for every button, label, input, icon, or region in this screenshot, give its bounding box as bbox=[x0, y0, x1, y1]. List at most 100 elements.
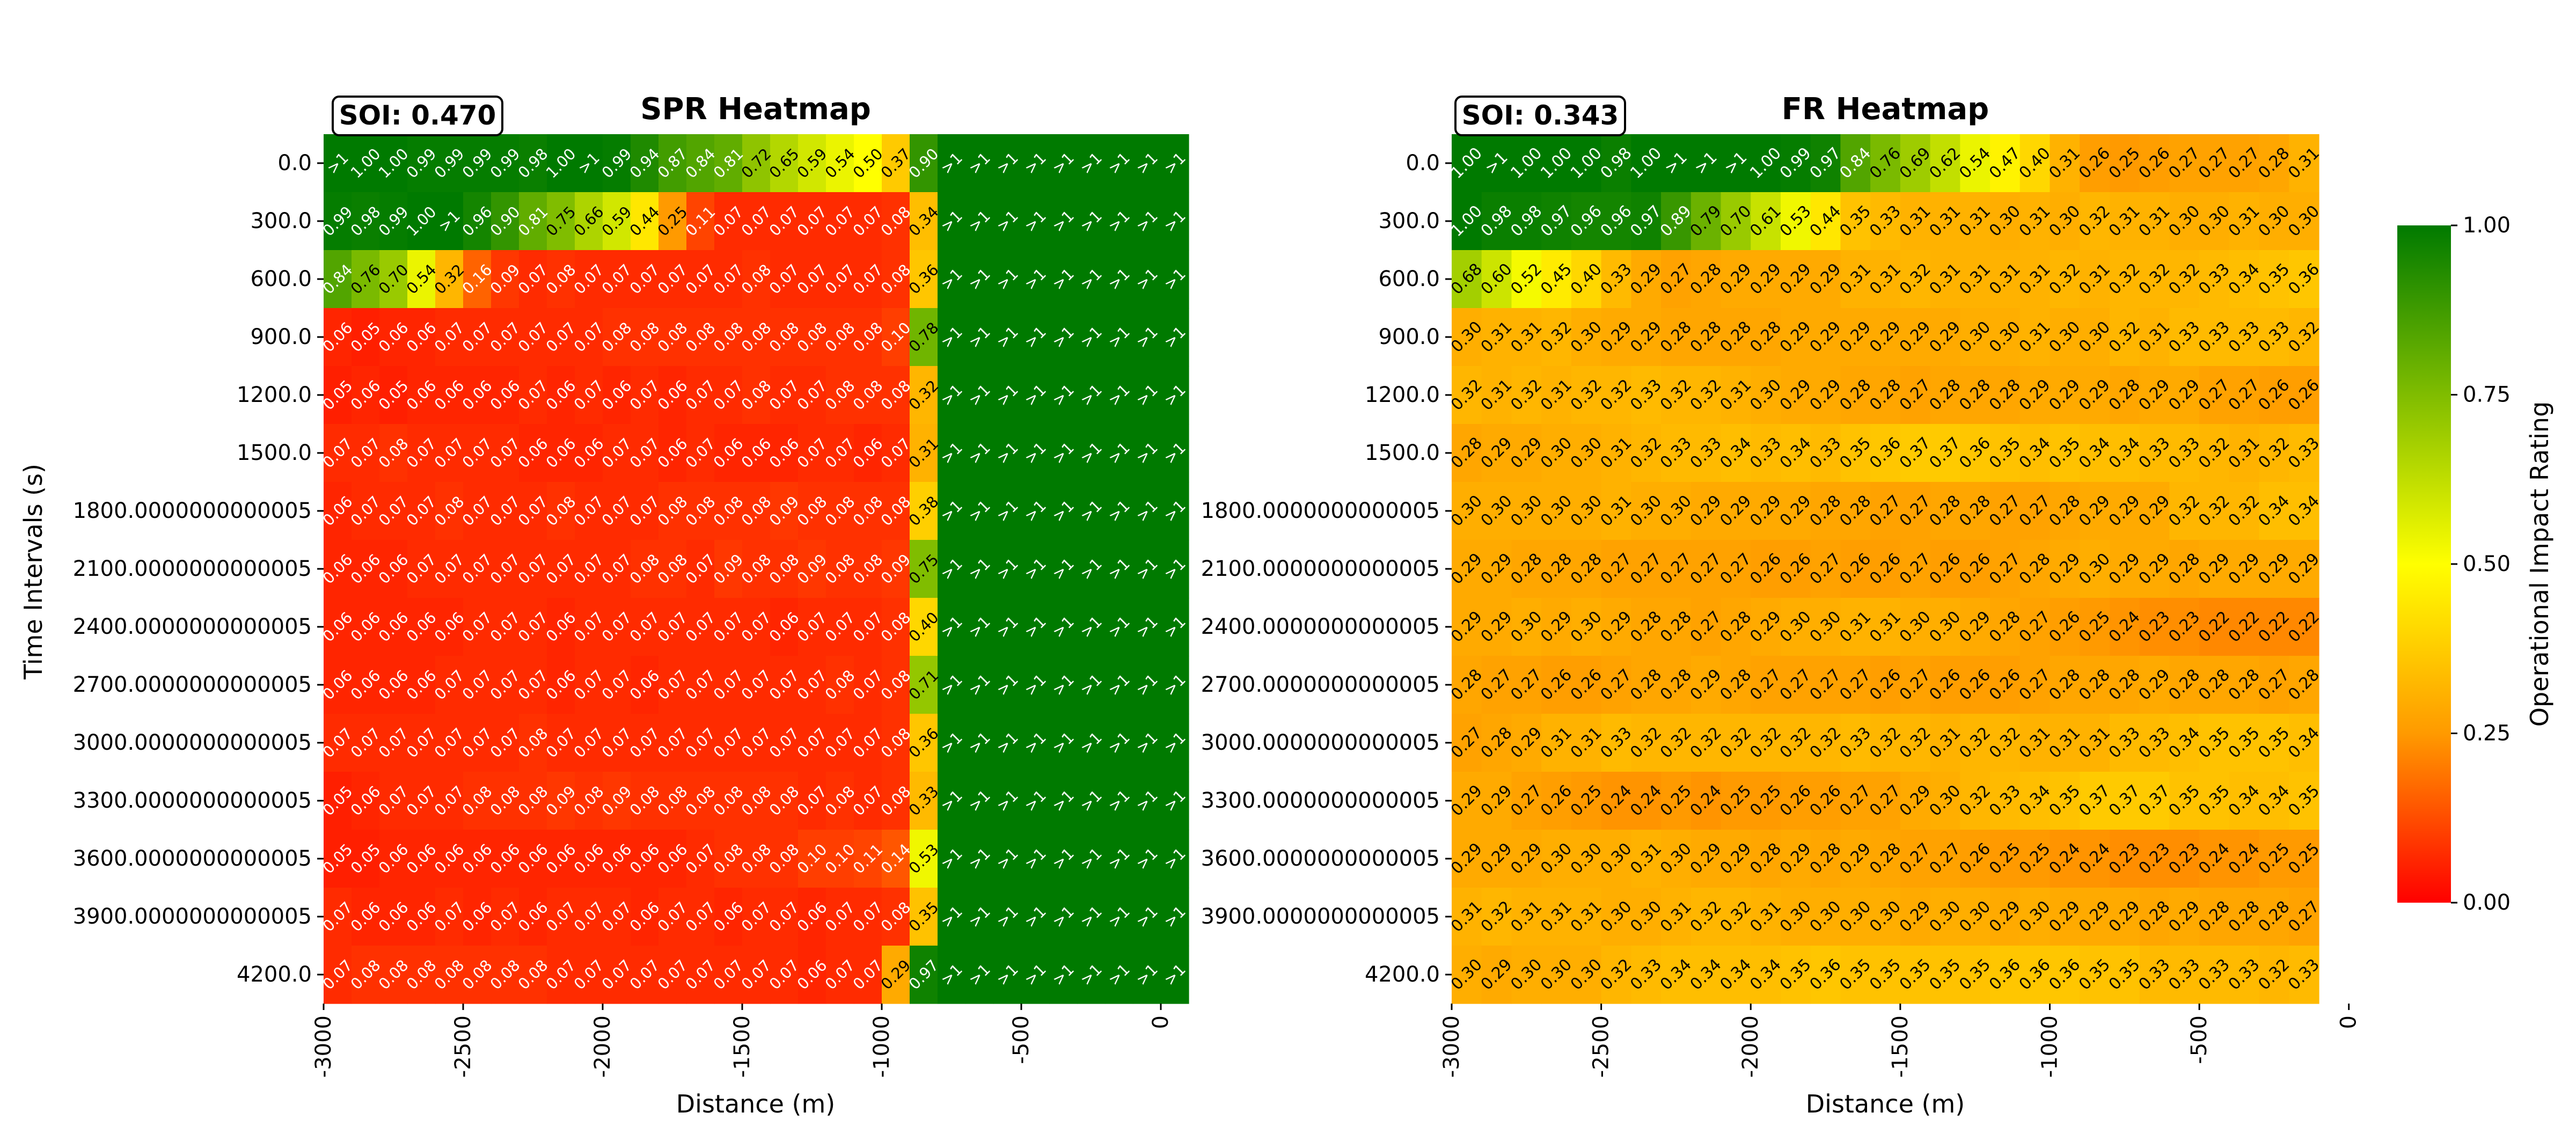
heatmap-cell bbox=[352, 772, 380, 830]
heatmap-cell bbox=[352, 366, 380, 425]
heatmap-cell bbox=[491, 888, 519, 946]
heatmap-cell bbox=[742, 772, 771, 830]
heatmap-cell bbox=[826, 772, 854, 830]
y-tick-label: 1200.0 bbox=[237, 383, 312, 407]
heatmap-cell bbox=[519, 946, 547, 1004]
heatmap-cell bbox=[519, 772, 547, 830]
x-tick-label: -1500 bbox=[730, 1015, 755, 1078]
heatmap-cell bbox=[770, 772, 799, 830]
heatmap-cell bbox=[1021, 946, 1050, 1004]
heatmap-cell bbox=[491, 946, 519, 1004]
heatmap-cell bbox=[1105, 250, 1133, 309]
y-tick-label: 0.0 bbox=[1406, 151, 1440, 175]
heatmap-cell bbox=[1077, 134, 1106, 193]
heatmap-cell bbox=[1049, 482, 1078, 540]
heatmap-cell bbox=[519, 366, 547, 425]
heatmap-cell bbox=[882, 424, 910, 482]
heatmap-cell bbox=[463, 946, 492, 1004]
x-tick-label: -1000 bbox=[2037, 1015, 2062, 1078]
heatmap-cell bbox=[910, 830, 938, 888]
heatmap-cell bbox=[742, 424, 771, 482]
heatmap-cell bbox=[826, 192, 854, 251]
heatmap-cell bbox=[463, 830, 492, 888]
heatmap-cell bbox=[965, 772, 994, 830]
heatmap-cell bbox=[407, 946, 436, 1004]
heatmap-cell bbox=[575, 772, 603, 830]
heatmap-cell bbox=[379, 598, 408, 656]
heatmap-cell bbox=[1077, 946, 1106, 1004]
heatmap-cell bbox=[938, 598, 966, 656]
heatmap-cell bbox=[1077, 656, 1106, 714]
colorbar-tick-label: 0.75 bbox=[2463, 383, 2511, 407]
heatmap-cell bbox=[938, 946, 966, 1004]
heatmap-cell bbox=[324, 656, 352, 714]
heatmap-cell bbox=[519, 250, 547, 309]
heatmap-cell bbox=[1161, 714, 1189, 772]
heatmap-cell bbox=[1133, 598, 1161, 656]
heatmap-cell bbox=[798, 482, 826, 540]
heatmap-cell bbox=[714, 192, 743, 251]
heatmap-cell bbox=[826, 888, 854, 946]
spr-panel: >11.001.000.990.990.990.990.981.00>10.99… bbox=[73, 92, 1189, 1118]
heatmap-cell bbox=[407, 656, 436, 714]
heatmap-cell bbox=[435, 540, 464, 598]
heatmap-cell bbox=[993, 366, 1022, 425]
heatmap-cell bbox=[910, 598, 938, 656]
heatmap-cell bbox=[742, 946, 771, 1004]
heatmap-cell bbox=[965, 598, 994, 656]
heatmap-cell bbox=[882, 888, 910, 946]
heatmap-cell bbox=[882, 250, 910, 309]
heatmap-cell bbox=[798, 946, 826, 1004]
heatmap-cell bbox=[324, 366, 352, 425]
heatmap-cell bbox=[965, 192, 994, 251]
heatmap-cell bbox=[770, 192, 799, 251]
heatmap-cell bbox=[938, 134, 966, 193]
heatmap-cell bbox=[882, 482, 910, 540]
heatmap-cell bbox=[826, 482, 854, 540]
heatmap-cell bbox=[379, 656, 408, 714]
heatmap-cell bbox=[1077, 540, 1106, 598]
heatmap-cell bbox=[714, 424, 743, 482]
heatmap-cell bbox=[491, 424, 519, 482]
heatmap-cell bbox=[686, 714, 715, 772]
fr-soi-label: SOI: 0.343 bbox=[1462, 100, 1619, 131]
heatmap-cell bbox=[826, 424, 854, 482]
y-tick-label: 3600.0000000000005 bbox=[1201, 846, 1440, 871]
heatmap-cell bbox=[1021, 482, 1050, 540]
heatmap-cell bbox=[631, 424, 659, 482]
heatmap-cell bbox=[965, 366, 994, 425]
heatmap-cell bbox=[491, 656, 519, 714]
heatmap-cell bbox=[1161, 250, 1189, 309]
heatmap-cell bbox=[379, 250, 408, 309]
heatmap-cell bbox=[324, 714, 352, 772]
heatmap-cell bbox=[1133, 134, 1161, 193]
heatmap-cell bbox=[435, 134, 464, 193]
heatmap-cell bbox=[463, 482, 492, 540]
heatmap-cell bbox=[993, 598, 1022, 656]
heatmap-cell bbox=[1105, 366, 1133, 425]
y-axis-label: Time Intervals (s) bbox=[19, 464, 48, 680]
heatmap-cell bbox=[882, 772, 910, 830]
heatmap-cell bbox=[854, 714, 882, 772]
heatmap-cell bbox=[882, 714, 910, 772]
heatmap-cell bbox=[910, 540, 938, 598]
heatmap-cell bbox=[603, 192, 631, 251]
y-tick-label: 2700.0000000000005 bbox=[1201, 672, 1440, 697]
heatmap-cell bbox=[993, 656, 1022, 714]
heatmap-cell bbox=[1105, 424, 1133, 482]
heatmap-cell bbox=[938, 192, 966, 251]
heatmap-cell bbox=[854, 250, 882, 309]
heatmap-cell bbox=[1133, 308, 1161, 367]
y-tick-label: 2400.0000000000005 bbox=[73, 614, 312, 639]
heatmap-cell bbox=[742, 656, 771, 714]
colorbar-tick-label: 0.00 bbox=[2463, 890, 2511, 915]
heatmap-cell bbox=[1133, 888, 1161, 946]
heatmap-cell bbox=[798, 308, 826, 367]
heatmap-cell bbox=[463, 134, 492, 193]
heatmap-cell bbox=[491, 250, 519, 309]
heatmap-cell bbox=[603, 598, 631, 656]
heatmap-cell bbox=[603, 540, 631, 598]
heatmap-cell bbox=[742, 134, 771, 193]
heatmap-cell bbox=[770, 134, 799, 193]
heatmap-cell bbox=[1133, 830, 1161, 888]
